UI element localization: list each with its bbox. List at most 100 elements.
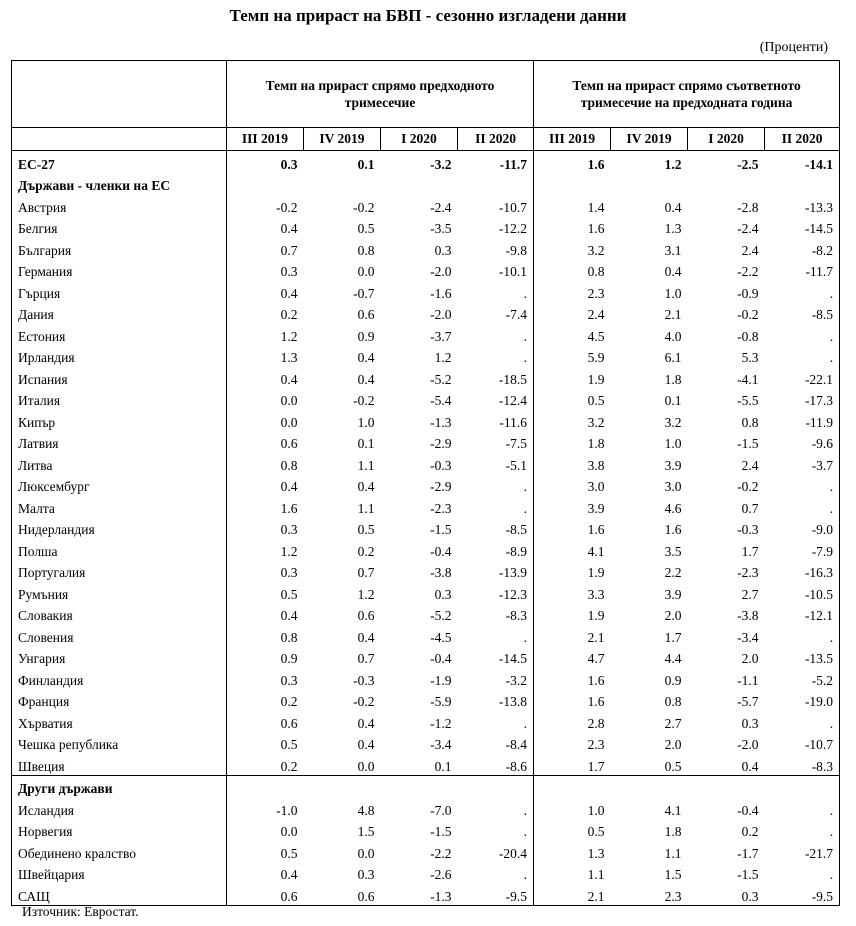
quarter-header: II 2020 bbox=[764, 127, 841, 151]
table-cell: 0.4 bbox=[357, 350, 375, 365]
table-cell: -13.9 bbox=[457, 559, 535, 581]
table-cell: 1.2 bbox=[357, 586, 375, 602]
quarter-header: I 2020 bbox=[687, 127, 765, 151]
table-cell: 4.8 bbox=[357, 802, 375, 818]
row-label: Румъния bbox=[11, 581, 227, 603]
table-cell: 1.1 bbox=[357, 500, 375, 516]
table-cell: -5.5 bbox=[737, 393, 759, 408]
table-cell: 3.1 bbox=[664, 242, 682, 258]
table-cell: -17.3 bbox=[764, 387, 841, 409]
table-cell: -14.5 bbox=[457, 645, 535, 667]
table-row: Малта 1.6 1.1 -2.3. 3.9 4.6 0.7. bbox=[11, 495, 841, 517]
table-cell: 1.6 bbox=[587, 672, 605, 688]
table-cell: 1.5 bbox=[664, 867, 682, 882]
table-cell: 0.3 bbox=[280, 264, 298, 279]
table-cell: 3.9 bbox=[664, 586, 682, 602]
row-label: Нидерландия bbox=[11, 516, 227, 538]
table-cell: 4.5 bbox=[587, 328, 605, 344]
table-row: Испания 0.4 0.4 -5.2 -18.5 1.9 1.8 -4.1 -22.1 bbox=[11, 366, 841, 388]
row-label: Кипър bbox=[11, 409, 227, 431]
table-cell: 0.2 bbox=[280, 758, 298, 774]
table-cell: -0.9 bbox=[737, 285, 759, 301]
table-cell: 1.7 bbox=[587, 758, 605, 774]
table-cell: -0.2 bbox=[353, 694, 375, 709]
table-cell: 0.3 bbox=[280, 156, 298, 172]
quarter-header: II 2020 bbox=[456, 127, 534, 151]
table-cell: . bbox=[764, 818, 841, 840]
table-cell: 0.0 bbox=[357, 264, 375, 279]
row-label: Ирландия bbox=[11, 344, 227, 366]
table-cell: -0.2 bbox=[737, 307, 759, 322]
table-row: Полша 1.2 0.2 -0.4 -8.9 4.1 3.5 1.7 -7.9 bbox=[11, 538, 841, 560]
table-cell: -0.4 bbox=[430, 543, 452, 559]
table-cell: 4.0 bbox=[664, 328, 682, 344]
table-cell: 1.2 bbox=[434, 350, 452, 365]
table-cell: 2.1 bbox=[664, 307, 682, 322]
table-row: Естония 1.2 0.9 -3.7. 4.5 4.0 -0.8. bbox=[11, 323, 841, 345]
row-label: Люксембург bbox=[11, 473, 227, 495]
table-cell: -11.9 bbox=[764, 409, 841, 431]
row-label: САЩ bbox=[11, 883, 227, 906]
table-cell: -1.3 bbox=[430, 414, 452, 430]
row-label: Обединено кралство bbox=[11, 840, 227, 862]
table-cell: -1.9 bbox=[430, 672, 452, 688]
table-cell: -1.3 bbox=[380, 883, 458, 906]
table-cell: 0.5 bbox=[664, 758, 682, 774]
table-row: Латвия 0.6 0.1 -2.9 -7.5 1.8 1.0 -1.5 -9.6 bbox=[11, 430, 841, 452]
table-row: Обединено кралство 0.5 0.0 -2.2 -20.4 1.3 1.1 -… bbox=[11, 840, 841, 862]
table-cell: -12.2 bbox=[457, 215, 535, 237]
table-row: Словакия 0.4 0.6 -5.2 -8.3 1.9 2.0 -3.8 -12.1 bbox=[11, 602, 841, 624]
table-cell: -12.1 bbox=[764, 602, 841, 624]
table-cell: 2.3 bbox=[587, 737, 605, 752]
table-cell: -13.5 bbox=[764, 645, 841, 667]
table-cell: -2.0 bbox=[737, 737, 759, 752]
table-row: Румъния 0.5 1.2 0.3 -12.3 3.3 3.9 2.7 -10.5 bbox=[11, 581, 841, 603]
others-heading-row: Други държави bbox=[11, 774, 841, 797]
table-cell: . bbox=[457, 473, 535, 495]
table-cell: 1.9 bbox=[587, 371, 605, 387]
table-cell: 3.2 bbox=[587, 242, 605, 258]
table-cell: -8.6 bbox=[457, 753, 535, 775]
table-cell: 1.6 bbox=[664, 522, 682, 537]
table-cell: 1.9 bbox=[587, 608, 605, 623]
table-cell: -0.4 bbox=[737, 802, 759, 818]
gdp-growth-table: Темп на прираст спрямо предходното триме… bbox=[11, 60, 841, 906]
table-cell: 1.1 bbox=[664, 845, 682, 861]
table-cell: 0.4 bbox=[664, 264, 682, 279]
table-cell: -0.8 bbox=[737, 328, 759, 344]
table-cell: -0.3 bbox=[430, 457, 452, 473]
table-row: Швейцария 0.4 0.3 -2.6. 1.1 1.5 -1.5. bbox=[11, 861, 841, 883]
table-cell: 2.0 bbox=[664, 737, 682, 752]
quarter-header: IV 2019 bbox=[303, 127, 381, 151]
table-row: Хърватия 0.6 0.4 -1.2. 2.8 2.7 0.3. bbox=[11, 710, 841, 732]
table-cell: -5.4 bbox=[430, 393, 452, 408]
row-label: ЕС-27 bbox=[11, 150, 227, 173]
table-cell: 0.5 bbox=[280, 845, 298, 861]
table-cell: -7.0 bbox=[430, 802, 452, 818]
table-cell: 1.2 bbox=[280, 543, 298, 559]
table-cell: 4.6 bbox=[664, 500, 682, 516]
table-cell: 2.1 bbox=[587, 629, 605, 645]
table-cell: -3.4 bbox=[737, 629, 759, 645]
table-cell: 1.8 bbox=[664, 824, 682, 839]
table-cell: 0.9 bbox=[280, 651, 298, 666]
quarter-header: III 2019 bbox=[226, 127, 304, 151]
table-cell: -11.7 bbox=[764, 258, 841, 280]
table-cell: -5.2 bbox=[430, 371, 452, 387]
row-label: Италия bbox=[11, 387, 227, 409]
table-cell: . bbox=[457, 797, 535, 819]
table-cell: -9.8 bbox=[457, 237, 535, 259]
table-cell: -1.6 bbox=[430, 285, 452, 301]
table-cell: -1.1 bbox=[737, 672, 759, 688]
header-corner-quarters bbox=[11, 127, 227, 151]
table-cell: 1.3 bbox=[664, 221, 682, 236]
table-cell: 1.4 bbox=[587, 199, 605, 215]
table-cell: 0.4 bbox=[280, 479, 298, 494]
row-label: Франция bbox=[11, 688, 227, 710]
table-cell: -2.2 bbox=[430, 845, 452, 861]
table-cell: . bbox=[457, 280, 535, 302]
table-cell: -7.5 bbox=[457, 430, 535, 452]
table-cell: 2.4 bbox=[741, 457, 759, 473]
table-cell: 1.6 bbox=[587, 522, 605, 537]
table-cell: -8.5 bbox=[457, 516, 535, 538]
